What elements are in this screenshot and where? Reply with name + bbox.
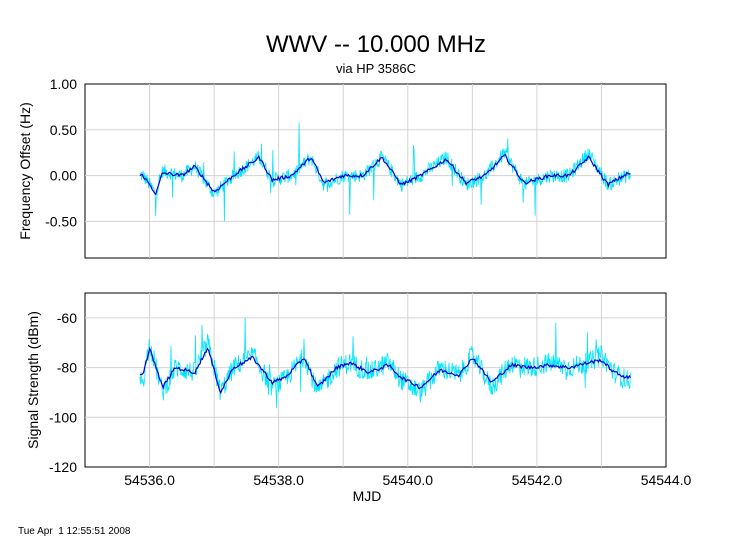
frequency-offset-series xyxy=(139,122,631,222)
smoothed-series-line xyxy=(139,346,631,395)
signal-strength-panel: -120 -100 -80 -60 54536.0 54538.0 54540.0 54542… xyxy=(25,292,692,504)
y-tick-label: -100 xyxy=(49,409,77,425)
signal-strength-ticks: -120 -100 -80 -60 54536.0 54538.0 54540.0 54542… xyxy=(49,310,692,488)
y-tick-label: -60 xyxy=(57,310,77,326)
signal-strength-series xyxy=(139,317,631,409)
signal-strength-grid xyxy=(85,293,666,467)
mjd-xlabel: MJD xyxy=(353,488,382,504)
x-tick-label: 54536.0 xyxy=(124,472,175,488)
y-tick-label: -80 xyxy=(57,360,77,376)
y-tick-label: 0.00 xyxy=(50,168,77,184)
x-tick-label: 54540.0 xyxy=(382,472,433,488)
footer-timestamp: Tue Apr 1 12:55:51 2008 xyxy=(18,526,131,537)
y-tick-label: -0.50 xyxy=(45,213,77,229)
smoothed-series-line xyxy=(139,154,631,196)
y-tick-label: 0.50 xyxy=(50,122,77,138)
frequency-offset-ylabel: Frequency Offset (Hz) xyxy=(17,102,33,239)
x-tick-label: 54538.0 xyxy=(253,472,304,488)
x-tick-label: 54544.0 xyxy=(641,472,692,488)
x-tick-label: 54542.0 xyxy=(512,472,563,488)
raw-series-line xyxy=(139,122,631,222)
frequency-offset-ticks: -0.50 0.00 0.50 1.00 xyxy=(45,76,77,229)
y-tick-label: -120 xyxy=(49,459,77,475)
signal-strength-ylabel: Signal Strength (dBm) xyxy=(25,311,41,449)
y-tick-label: 1.00 xyxy=(50,76,77,92)
signal-strength-frame xyxy=(84,292,667,468)
raw-series-line xyxy=(139,317,631,409)
frequency-offset-frame xyxy=(84,83,667,259)
chart-subtitle: via HP 3586C xyxy=(336,61,416,76)
frequency-offset-panel: -0.50 0.00 0.50 1.00 Frequency Offset (Hz) xyxy=(17,76,667,259)
chart-title: WWV -- 10.000 MHz xyxy=(266,31,486,58)
